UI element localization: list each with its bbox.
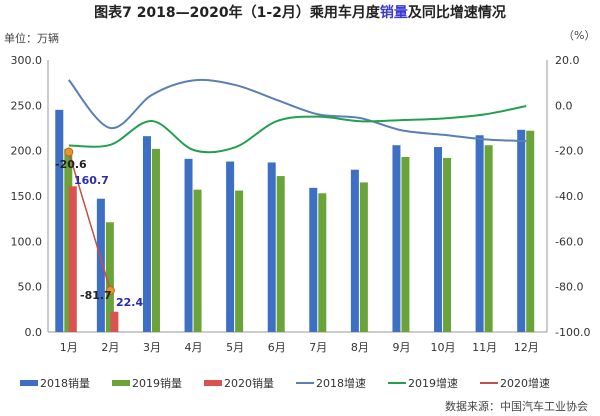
x-tick-label: 12月: [514, 341, 539, 354]
legend-swatch: [296, 382, 314, 384]
y2-tick-label: -80.0: [555, 281, 583, 294]
line-2020增速: [68, 151, 112, 291]
x-tick-label: 1月: [60, 341, 78, 354]
bar-2019销量: [526, 130, 535, 332]
legend-item: 2018增速: [296, 375, 366, 391]
y-tick-label: 200.0: [11, 145, 43, 158]
y-tick-label: 50.0: [18, 281, 43, 294]
y-tick-label: 300.0: [11, 54, 43, 67]
x-tick-label: 3月: [143, 341, 161, 354]
line-2018增速: [68, 78, 527, 143]
bar-2019销量: [105, 222, 114, 332]
x-tick-label: 6月: [268, 341, 286, 354]
x-tick-label: 9月: [392, 341, 410, 354]
bar-2019销量: [151, 148, 160, 332]
legend-item: 2020销量: [204, 375, 274, 391]
legend-swatch: [20, 380, 38, 386]
legend-item: 2019增速: [388, 375, 458, 391]
y-tick-label: 100.0: [11, 235, 43, 248]
bar-2019销量: [359, 182, 368, 332]
legend-label: 2018销量: [40, 377, 90, 390]
x-tick-label: 11月: [472, 341, 497, 354]
bar-2018销量: [350, 169, 359, 332]
legend-label: 2019增速: [408, 377, 458, 390]
legend-item: 2020增速: [480, 375, 550, 391]
bar-2018销量: [142, 136, 151, 332]
legend-swatch: [388, 382, 406, 384]
bar-2019销量: [276, 176, 285, 332]
bar-2020销量: [68, 186, 77, 332]
bar-2018销量: [96, 198, 105, 332]
y-tick-label: 250.0: [11, 99, 43, 112]
data-label-2020-sales: 22.4: [116, 296, 143, 309]
bar-2018销量: [184, 158, 193, 332]
bar-2018销量: [309, 187, 318, 332]
legend-swatch: [204, 380, 222, 386]
legend-label: 2020增速: [500, 377, 550, 390]
bar-2018销量: [226, 161, 235, 332]
y-tick-label: 0.0: [25, 326, 43, 339]
point-2020增速: [105, 286, 115, 296]
bar-2019销量: [318, 193, 327, 332]
bar-2018销量: [475, 135, 484, 332]
y2-tick-label: -40.0: [555, 190, 583, 203]
legend-item: 2018销量: [20, 375, 90, 391]
x-tick-label: 7月: [309, 341, 327, 354]
left-axis-unit: 单位：万辆: [4, 32, 59, 45]
bar-2019销量: [443, 157, 452, 332]
x-tick-label: 4月: [185, 341, 203, 354]
x-tick-label: 5月: [226, 341, 244, 354]
bar-2020销量: [110, 311, 119, 332]
legend-label: 2018增速: [316, 377, 366, 390]
bar-2018销量: [434, 147, 443, 332]
x-tick-label: 2月: [101, 341, 119, 354]
bar-2018销量: [392, 145, 401, 332]
chart-title: 图表7 2018—2020年（1-2月）乘用车月度销量及同比增速情况: [94, 5, 506, 21]
line-2019增速: [68, 105, 527, 154]
y2-tick-label: 20.0: [555, 54, 580, 67]
x-tick-label: 8月: [351, 341, 369, 354]
source-note: 数据来源：中国汽车工业协会: [445, 400, 588, 413]
bar-2019销量: [64, 148, 73, 332]
data-label-2020-growth: -20.6: [55, 158, 87, 171]
y2-tick-label: -100.0: [555, 326, 590, 339]
data-label-2020-sales: 160.7: [74, 174, 109, 187]
bar-2019销量: [235, 190, 244, 332]
bar-2018销量: [267, 162, 276, 332]
legend-swatch: [112, 380, 130, 386]
legend-label: 2020销量: [224, 377, 274, 390]
legend: 2018销量 2019销量 2020销量 2018增速 2019增速 2020增速: [20, 375, 600, 391]
legend-item: 2019销量: [112, 375, 182, 391]
right-axis-unit: （%）: [563, 29, 596, 42]
y2-tick-label: 0.0: [555, 99, 573, 112]
y2-tick-label: -60.0: [555, 235, 583, 248]
point-2020增速: [64, 147, 74, 157]
y2-tick-label: -20.0: [555, 145, 583, 158]
bar-2019销量: [401, 157, 410, 332]
bar-2018销量: [55, 109, 64, 332]
x-tick-label: 10月: [431, 341, 456, 354]
legend-swatch: [480, 382, 498, 384]
bar-2019销量: [193, 189, 202, 332]
y-tick-label: 150.0: [11, 190, 43, 203]
bar-2018销量: [517, 129, 526, 332]
data-label-2020-growth: -81.7: [80, 289, 112, 302]
legend-label: 2019销量: [132, 377, 182, 390]
bar-2019销量: [484, 145, 493, 332]
